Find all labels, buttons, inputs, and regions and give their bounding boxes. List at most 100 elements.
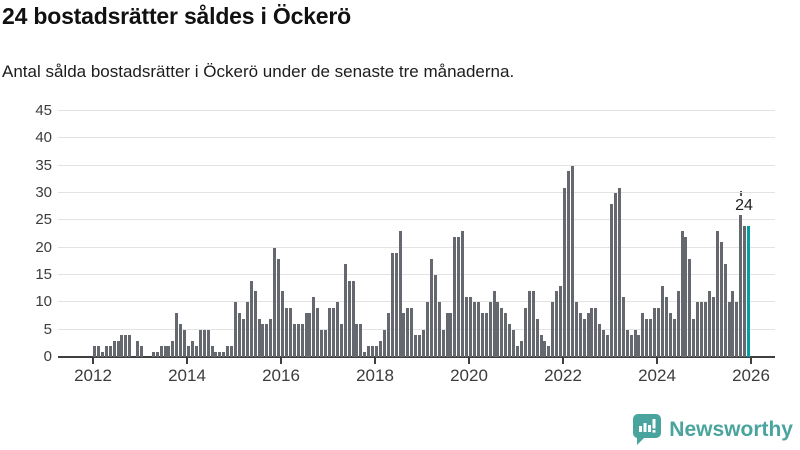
bar [371, 346, 375, 357]
bar [629, 335, 633, 357]
bar [602, 329, 606, 357]
bar [500, 307, 504, 357]
bar [704, 302, 707, 357]
bar [523, 307, 527, 357]
bar [414, 335, 418, 357]
bar [547, 346, 551, 357]
gridline-25 [58, 219, 775, 221]
x-axis-label-2022: 2022 [544, 366, 582, 385]
bar [668, 313, 672, 357]
bar [422, 329, 425, 357]
bar [367, 346, 371, 357]
bar [351, 280, 355, 357]
bar-current-highlighted [747, 225, 751, 357]
bar [617, 187, 621, 357]
bar [488, 302, 492, 357]
bar [516, 346, 519, 357]
y-axis-label-35: 35 [35, 156, 52, 174]
bar [159, 346, 163, 357]
bar [265, 324, 269, 357]
bar [257, 318, 261, 357]
bar [598, 324, 602, 357]
bar [218, 351, 222, 357]
x-axis-label-2026: 2026 [732, 366, 770, 385]
bar [731, 291, 735, 357]
bar [378, 340, 382, 357]
x-axis-tick-2012 [92, 358, 94, 364]
y-axis-label-10: 10 [35, 293, 52, 311]
plot-area: 24 [58, 110, 775, 358]
bar [739, 214, 743, 357]
bar [476, 302, 480, 357]
annotation-tick [740, 191, 742, 196]
gridline-20 [58, 246, 775, 248]
bar [171, 340, 175, 357]
x-axis-label-2020: 2020 [450, 366, 488, 385]
bar [727, 302, 731, 357]
gridline-40 [58, 137, 775, 139]
bar [183, 329, 187, 357]
bar [539, 335, 543, 357]
bar [398, 231, 402, 357]
bar [234, 302, 237, 357]
last-value-label: 24 [735, 197, 753, 214]
bar [120, 335, 124, 357]
bar [743, 225, 747, 357]
x-axis-line [58, 356, 775, 358]
bar [715, 231, 719, 357]
bar [347, 280, 351, 357]
bar [680, 231, 684, 357]
bar [382, 329, 386, 357]
bar [249, 280, 253, 357]
bar [657, 307, 660, 357]
bar [104, 346, 108, 357]
x-axis-tick-2026 [750, 358, 752, 364]
bar [261, 324, 265, 357]
bar [684, 236, 688, 357]
bar [241, 318, 245, 357]
bar [484, 313, 488, 357]
bar [281, 291, 284, 357]
bar [613, 193, 617, 357]
bar [437, 302, 441, 357]
bar [222, 351, 226, 357]
bar [418, 335, 422, 357]
bar [320, 329, 324, 357]
bar [202, 329, 206, 357]
bar [610, 203, 613, 357]
bar [574, 302, 578, 357]
bar [735, 302, 739, 357]
bar [445, 313, 449, 357]
bar [386, 313, 390, 357]
y-axis-label-15: 15 [35, 266, 52, 283]
bar [719, 242, 723, 357]
bar [136, 340, 140, 357]
bar [277, 258, 281, 357]
bar [253, 291, 257, 357]
bar [163, 346, 167, 357]
bar [300, 324, 304, 357]
x-axis-label-2024: 2024 [638, 366, 676, 385]
x-axis-tick-2016 [280, 358, 282, 364]
bar [508, 324, 512, 357]
bar [469, 296, 472, 357]
bar [519, 340, 523, 357]
bar [245, 302, 249, 357]
bar [425, 302, 429, 357]
bar [390, 253, 394, 357]
bar [230, 346, 234, 357]
bar [590, 307, 594, 357]
bar [453, 236, 457, 357]
bar [566, 171, 570, 357]
bar [441, 329, 445, 357]
bar [116, 340, 120, 357]
x-axis-tick-2014 [186, 358, 188, 364]
bar [124, 335, 128, 357]
bar [335, 302, 339, 357]
bar [296, 324, 300, 357]
bar [472, 302, 476, 357]
bar [328, 307, 331, 357]
bar [563, 187, 566, 357]
bar [93, 346, 96, 357]
bar [410, 307, 414, 357]
